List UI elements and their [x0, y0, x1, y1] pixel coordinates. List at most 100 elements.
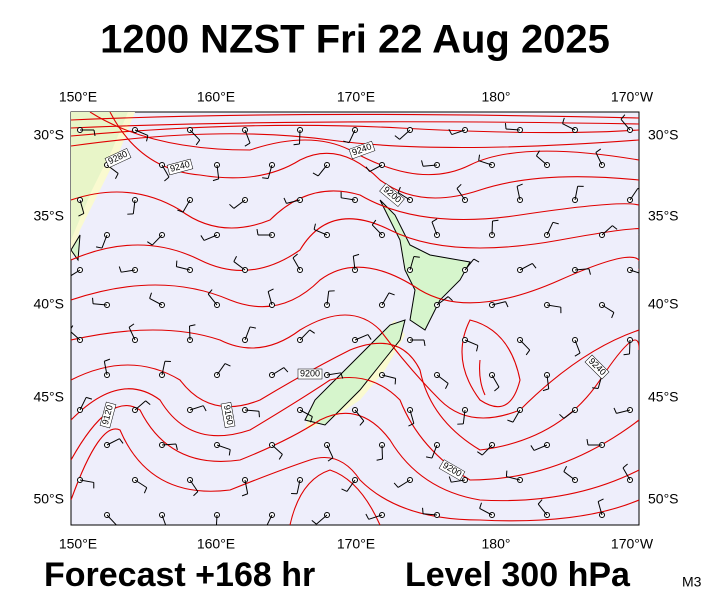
- barb-flag: [78, 213, 85, 217]
- barb-stem: [629, 188, 639, 201]
- barb-flag: [525, 349, 531, 356]
- lat-label: 45°S: [33, 389, 64, 405]
- barb-stem: [313, 229, 328, 236]
- wind-barb: [504, 123, 523, 133]
- barb-stem: [574, 268, 589, 271]
- barb-flag: [552, 221, 559, 225]
- barb-flag: [537, 499, 543, 505]
- wind-barb: [379, 372, 397, 385]
- contour-label-box: [104, 148, 132, 168]
- barb-stem: [244, 326, 251, 341]
- wind-barb: [313, 223, 330, 238]
- wind-barb: [407, 337, 426, 346]
- barb-stem: [215, 514, 218, 525]
- barb-stem: [456, 188, 466, 201]
- wind-barb: [505, 470, 523, 483]
- wind-barb: [293, 127, 303, 146]
- barb-stem: [189, 405, 204, 411]
- barb-stem: [106, 438, 120, 446]
- barb-stem: [352, 256, 356, 271]
- barb-stem: [629, 269, 639, 274]
- barb-stem: [491, 301, 506, 306]
- barb-stem: [423, 164, 438, 167]
- barb-stem: [512, 409, 521, 423]
- barb-flag: [559, 413, 565, 419]
- barb-flag: [365, 513, 370, 520]
- wind-barb: [489, 301, 509, 308]
- barb-flag: [661, 316, 665, 320]
- wind-barb: [177, 197, 193, 213]
- barb-stem: [233, 261, 246, 271]
- wind-barb: [266, 512, 275, 525]
- barb-stem: [479, 507, 493, 516]
- barb-flag: [283, 367, 289, 373]
- wind-barb: [434, 296, 453, 308]
- level-label: Level 300 hPa: [405, 556, 631, 594]
- wind-barb: [627, 187, 639, 203]
- wind-barb: [627, 267, 639, 274]
- wind-barb: [365, 162, 385, 173]
- wind-barb: [644, 434, 659, 448]
- barb-flag: [200, 235, 205, 241]
- barb-flag: [408, 423, 415, 427]
- barb-flag: [448, 476, 452, 483]
- wind-barb: [297, 407, 313, 423]
- barb-stem: [431, 444, 438, 459]
- barb-flag: [431, 218, 438, 223]
- barb-stem: [409, 256, 415, 271]
- wind-barb: [623, 337, 633, 356]
- barb-stem: [326, 291, 330, 306]
- barb-flag: [233, 256, 238, 262]
- barb-stem: [354, 409, 365, 422]
- barb-stem: [536, 155, 548, 166]
- wind-barb: [214, 512, 220, 525]
- barb-flag: [278, 454, 283, 460]
- barb-station: [655, 373, 660, 378]
- contour-label: 9240: [166, 158, 194, 176]
- wind-barb: [595, 148, 605, 168]
- barb-stem: [597, 501, 603, 516]
- barb-stem: [267, 164, 273, 179]
- barb-station: [655, 163, 660, 168]
- barb-flag: [507, 419, 514, 423]
- barb-stem: [409, 409, 415, 424]
- barb-stem: [317, 164, 328, 177]
- barb-flag: [145, 400, 151, 405]
- wind-barb: [448, 127, 468, 136]
- barb-flag: [393, 482, 399, 488]
- barb-stem: [134, 479, 148, 489]
- wind-barb: [77, 197, 85, 217]
- barb-flag: [473, 258, 480, 263]
- wind-barb: [371, 219, 385, 238]
- barb-flag: [444, 383, 449, 389]
- wind-barb: [599, 302, 615, 319]
- barb-flag: [477, 451, 483, 456]
- wind-barb: [132, 477, 148, 494]
- wind-barb: [187, 477, 199, 497]
- wind-barb: [312, 162, 330, 177]
- wind-barb: [92, 297, 110, 308]
- wind-barb: [269, 442, 283, 460]
- barb-flag: [119, 438, 124, 444]
- barb-stem: [326, 372, 341, 376]
- barb-flag: [422, 507, 424, 514]
- wind-barb: [71, 267, 83, 277]
- contour-label-text: 9160: [222, 404, 235, 425]
- wind-barb: [422, 507, 440, 518]
- barb-stem: [399, 129, 411, 140]
- barb-stem: [233, 199, 246, 209]
- barb-flag: [202, 405, 207, 412]
- wind-barb: [434, 372, 449, 389]
- barb-stem: [216, 164, 220, 179]
- barb-stem: [491, 374, 500, 388]
- barb-station: [655, 443, 660, 448]
- wind-barb: [572, 337, 581, 357]
- barb-station: [655, 233, 660, 238]
- contour-label-box: [348, 140, 376, 160]
- wind-barb: [559, 407, 578, 419]
- barb-stem: [478, 160, 493, 166]
- barb-flag: [644, 434, 645, 440]
- wind-barb: [96, 232, 110, 249]
- lat-label: 40°S: [33, 296, 64, 312]
- wind-barb: [147, 232, 165, 246]
